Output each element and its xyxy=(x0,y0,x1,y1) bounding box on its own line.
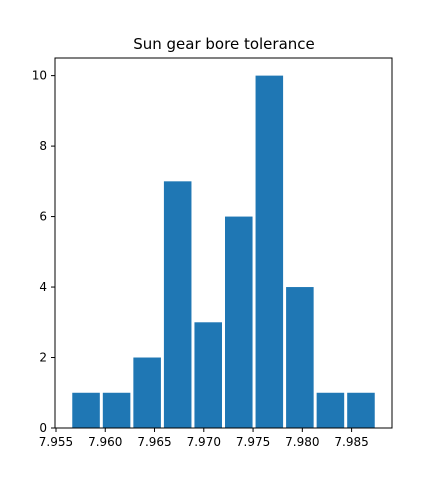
bars-group xyxy=(72,75,375,429)
chart-title: Sun gear bore tolerance xyxy=(133,35,315,53)
x-tick-label: 7.970 xyxy=(187,435,221,449)
y-tick-label: 2 xyxy=(39,351,47,365)
histogram-bar xyxy=(102,392,131,428)
histogram-bar xyxy=(133,357,161,428)
histogram-bar xyxy=(163,181,192,428)
x-tick-label: 7.975 xyxy=(236,435,270,449)
histogram-bar xyxy=(225,216,253,428)
plot-frame xyxy=(54,57,393,429)
histogram-bar xyxy=(347,392,375,428)
histogram-bar xyxy=(286,287,314,428)
histogram-bar xyxy=(194,322,222,428)
y-tick-label: 6 xyxy=(39,210,47,224)
x-tick-label: 7.985 xyxy=(334,435,368,449)
x-tick-label: 7.955 xyxy=(39,435,73,449)
y-tick-label: 8 xyxy=(39,139,47,153)
histogram-bar xyxy=(316,392,345,428)
x-tick-label: 7.960 xyxy=(88,435,122,449)
y-tick-label: 10 xyxy=(32,69,47,83)
histogram-bar xyxy=(255,75,284,429)
x-tick-label: 7.965 xyxy=(137,435,171,449)
axes-group: 7.955 7.960 7.965 7.970 7.975 7.980 7.985 0 2 4 6 8… xyxy=(32,57,393,449)
y-tick-label: 0 xyxy=(39,421,47,435)
x-tick-label: 7.980 xyxy=(285,435,319,449)
y-tick-label: 4 xyxy=(39,280,47,294)
histogram-bar xyxy=(72,392,100,428)
